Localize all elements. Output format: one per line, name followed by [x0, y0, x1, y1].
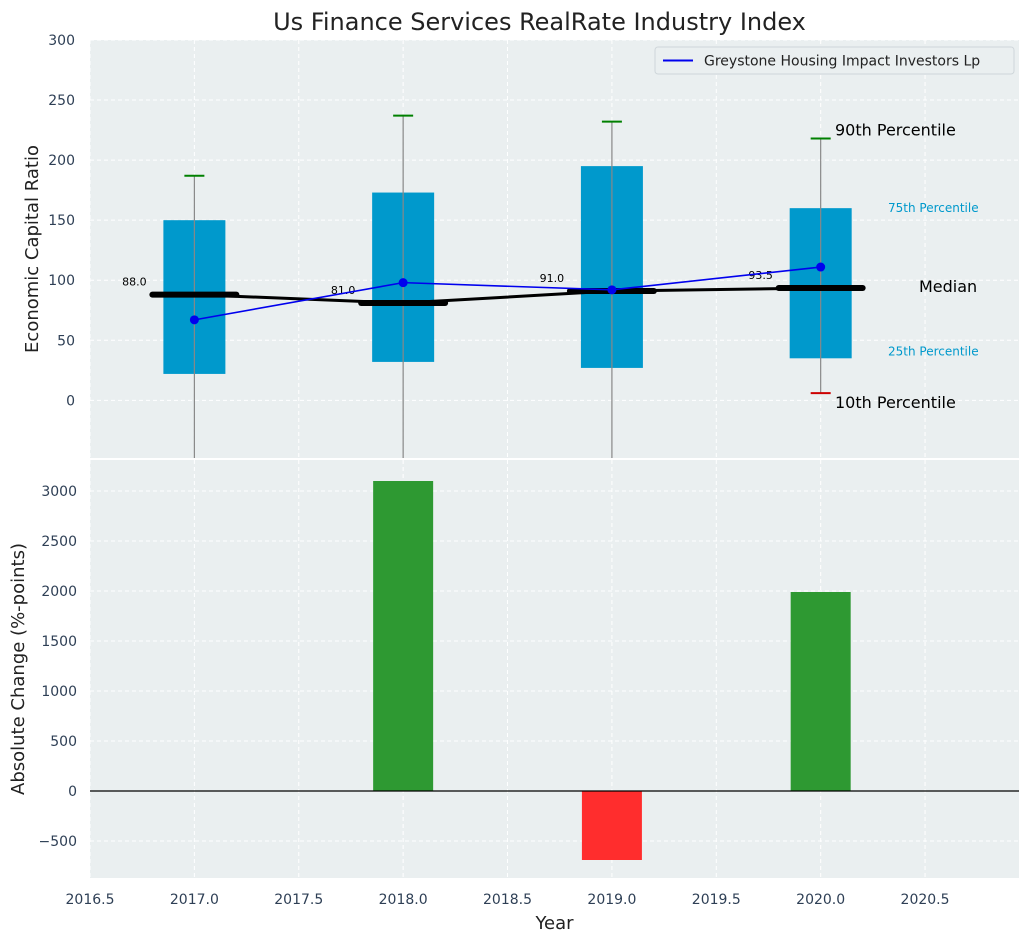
top-ytick-label: 50 — [57, 333, 75, 349]
bottom-ytick-label: 1500 — [41, 634, 77, 650]
xtick-label: 2017.0 — [170, 892, 219, 908]
xtick-label: 2018.0 — [379, 892, 428, 908]
top-plot-background — [90, 40, 1019, 458]
legend-label: Greystone Housing Impact Investors Lp — [704, 54, 980, 70]
annotation-p10: 10th Percentile — [835, 393, 956, 412]
bottom-ytick-label: 3000 — [41, 484, 77, 500]
change-bar-2020 — [790, 592, 851, 791]
top-ytick-label: 250 — [48, 93, 75, 109]
top-ylabel: Economic Capital Ratio — [22, 145, 43, 353]
annotation-p90: 90th Percentile — [835, 120, 956, 139]
xlabel: Year — [534, 913, 574, 934]
series-point-2019 — [607, 285, 617, 295]
series-line — [194, 266, 821, 321]
change-bar-2019 — [581, 791, 642, 860]
top-ytick-label: 150 — [48, 213, 75, 229]
xtick-label: 2019.0 — [587, 892, 636, 908]
bottom-ytick-label: 2000 — [41, 584, 77, 600]
change-bar-2018 — [373, 481, 434, 791]
xtick-label: 2020.0 — [796, 892, 845, 908]
top-ytick-label: 0 — [66, 393, 75, 409]
xtick-label: 2020.5 — [901, 892, 950, 908]
series-point-2018 — [398, 278, 408, 288]
top-ytick-label: 200 — [48, 153, 75, 169]
median-label-2017: 88.0 — [122, 276, 147, 289]
series-point-2017 — [189, 315, 199, 325]
bottom-ytick-label: 2500 — [41, 534, 77, 550]
series-point-2020 — [816, 262, 826, 272]
top-ytick-label: 100 — [48, 273, 75, 289]
annotation-p25: 25th Percentile — [888, 344, 979, 358]
bottom-ytick-label: 1000 — [41, 684, 77, 700]
xtick-label: 2016.5 — [66, 892, 115, 908]
annotation-median: Median — [919, 277, 977, 296]
xtick-label: 2018.5 — [483, 892, 532, 908]
bottom-ylabel: Absolute Change (%-points) — [8, 543, 29, 795]
top-ytick-label: 300 — [48, 33, 75, 49]
bottom-ytick-label: −500 — [39, 834, 77, 850]
bottom-ytick-label: 0 — [68, 784, 77, 800]
annotation-p75: 75th Percentile — [888, 201, 979, 215]
median-label-2020: 93.5 — [748, 269, 773, 282]
median-label-2019: 91.0 — [540, 272, 565, 285]
bottom-plot-background — [90, 460, 1019, 878]
xtick-label: 2017.5 — [274, 892, 323, 908]
legend-box — [654, 46, 1015, 75]
chart-title: Us Finance Services RealRate Industry In… — [273, 8, 806, 36]
xtick-label: 2019.5 — [692, 892, 741, 908]
bottom-ytick-label: 500 — [50, 734, 77, 750]
median-trend-line — [194, 286, 821, 305]
